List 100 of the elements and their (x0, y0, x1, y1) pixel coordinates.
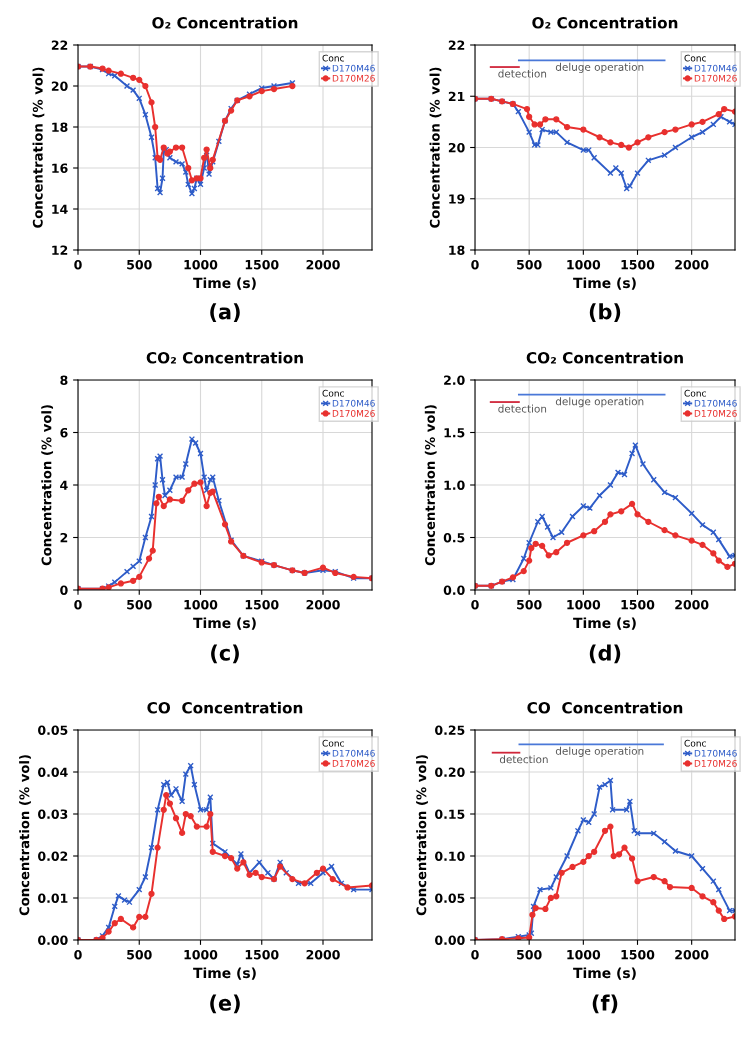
y-tick-label: 0.10 (435, 851, 465, 861)
y-axis-title: Concentration (% vol) (424, 405, 437, 566)
series-label: detection (498, 404, 547, 413)
y-tick-label: 0.20 (435, 767, 465, 777)
x-axis-title: Time (s) (573, 617, 636, 630)
legend-label: D170M26 (694, 409, 737, 417)
x-tick-label: 1000 (567, 599, 601, 610)
chart-title: CO Concentration (147, 701, 303, 714)
x-axis-title: Time (s) (193, 617, 256, 630)
x-tick-label: 1500 (245, 259, 279, 270)
x-tick-label: 500 (517, 949, 542, 960)
y-tick-label: 0.0 (443, 585, 465, 595)
y-axis-title: Concentration (% vol) (429, 67, 442, 228)
x-tick-label: 2000 (675, 599, 709, 610)
y-tick-label: 0.00 (38, 935, 68, 945)
chart-title: CO Concentration (527, 701, 683, 714)
y-tick-label: 19 (449, 194, 465, 204)
legend-label: D170M46 (332, 399, 375, 407)
y-tick-label: 6 (60, 427, 68, 438)
x-tick-label: 2000 (306, 259, 340, 270)
x-tick-label: 1500 (621, 949, 655, 960)
y-tick-label: 4 (60, 480, 68, 490)
text: (c) (211, 644, 239, 664)
chart-title: O₂ Concentration (152, 16, 298, 29)
legend-title: Conc (322, 54, 344, 62)
y-tick-label: 0.15 (435, 809, 465, 819)
chart-title: CO₂ Concentration (526, 351, 683, 364)
legend-title: Conc (684, 54, 706, 62)
legend-label: D170M46 (332, 64, 375, 72)
legend-title: Conc (322, 739, 344, 747)
y-tick-label: 12 (52, 245, 68, 255)
y-tick-label: 22 (51, 40, 68, 50)
x-tick-label: 1000 (184, 259, 218, 270)
y-tick-label: 1.5 (444, 428, 465, 438)
x-tick-label: 1000 (567, 259, 601, 270)
x-tick-label: 2000 (675, 949, 709, 960)
text: (f) (592, 994, 618, 1014)
y-tick-label: 0.05 (435, 893, 465, 903)
y-axis-title: Concentration (% vol) (41, 405, 54, 566)
legend-title: Conc (322, 389, 344, 397)
x-axis-title: Time (s) (573, 277, 636, 290)
x-tick-label: 0 (471, 949, 479, 960)
x-tick-label: 0 (74, 259, 82, 270)
legend-label: D170M46 (332, 749, 375, 757)
x-tick-label: 2000 (675, 259, 709, 270)
x-tick-label: 1500 (245, 949, 279, 960)
series-label: deluge operation (555, 746, 644, 757)
legend-label: D170M26 (694, 74, 737, 82)
legend-label: D170M26 (694, 759, 737, 767)
y-axis-title: Concentration (% vol) (19, 755, 31, 916)
x-tick-label: 0 (74, 599, 82, 610)
text: (e) (210, 994, 240, 1014)
y-tick-label: 0.04 (38, 767, 68, 777)
y-tick-label: 0 (60, 585, 68, 595)
series-label: deluge operation (555, 62, 644, 73)
x-tick-label: 2000 (306, 599, 340, 610)
legend-title: Conc (684, 739, 706, 747)
y-tick-label: 0.25 (435, 725, 465, 735)
x-tick-label: 500 (127, 599, 152, 610)
y-tick-label: 2 (60, 532, 68, 543)
series-label: deluge operation (555, 397, 644, 408)
y-tick-label: 20 (448, 142, 465, 153)
y-tick-label: 1.0 (444, 480, 465, 490)
y-tick-label: 8 (60, 375, 68, 385)
y-tick-label: 18 (449, 245, 465, 255)
x-tick-label: 0 (74, 949, 82, 960)
chart-title: O₂ Concentration (532, 16, 678, 29)
y-tick-label: 0.03 (38, 809, 68, 819)
x-tick-label: 0 (471, 259, 479, 270)
y-tick-label: 0.00 (435, 935, 465, 945)
x-tick-label: 1000 (567, 949, 601, 960)
y-tick-label: 18 (52, 122, 68, 132)
x-tick-label: 1500 (245, 599, 279, 610)
y-axis-title: Concentration (% vol) (416, 755, 428, 916)
x-tick-label: 500 (127, 259, 152, 270)
legend-title: Conc (684, 389, 706, 397)
y-tick-label: 0.02 (38, 851, 68, 861)
legend-label: D170M26 (332, 409, 375, 417)
series-label: detection (498, 69, 547, 78)
y-tick-label: 16 (52, 163, 68, 173)
x-axis-title: Time (s) (573, 967, 636, 980)
legend-label: D170M46 (694, 399, 737, 407)
x-tick-label: 0 (471, 599, 479, 610)
x-axis-title: Time (s) (193, 277, 256, 290)
text: (a) (210, 303, 240, 322)
x-tick-label: 2000 (306, 949, 340, 960)
chart-title: CO₂ Concentration (146, 351, 303, 364)
series-label: detection (499, 755, 548, 764)
x-tick-label: 1500 (621, 599, 655, 610)
y-tick-label: 2.0 (444, 375, 465, 385)
x-tick-label: 1000 (184, 949, 218, 960)
legend-label: D170M26 (332, 74, 375, 82)
x-tick-label: 500 (127, 949, 152, 960)
x-axis-title: Time (s) (193, 967, 256, 980)
y-axis-title: Concentration (% vol) (32, 67, 45, 228)
legend-label: D170M26 (332, 759, 375, 767)
legend-label: D170M46 (694, 64, 737, 72)
legend-label: D170M46 (694, 749, 737, 757)
x-tick-label: 1000 (184, 599, 218, 610)
text: (d) (589, 644, 621, 664)
